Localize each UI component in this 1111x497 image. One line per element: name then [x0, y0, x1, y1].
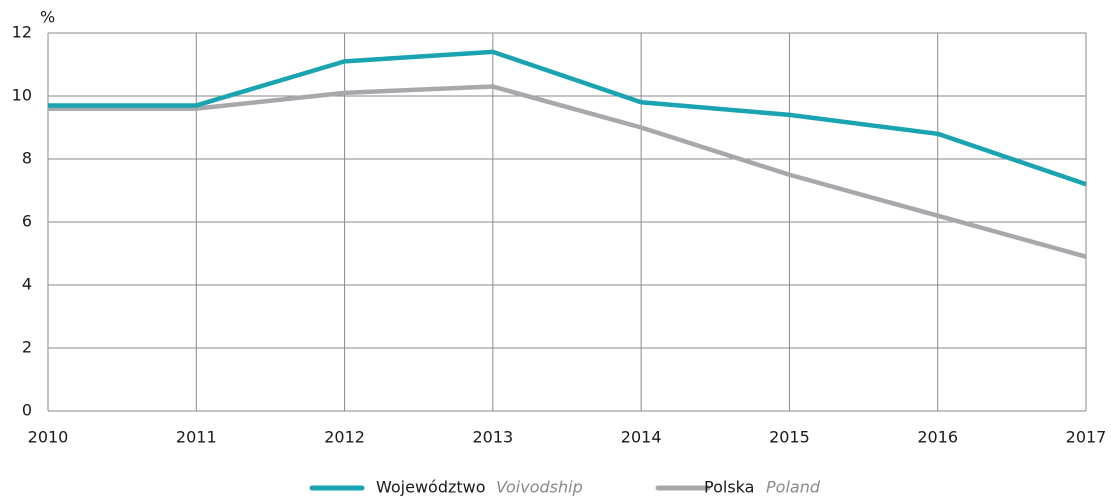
x-tick-label: 2014 [621, 428, 662, 447]
y-tick-label: 4 [22, 275, 32, 294]
x-tick-label: 2015 [769, 428, 810, 447]
legend-label: Województwo [376, 478, 486, 497]
y-tick-label: 6 [22, 212, 32, 231]
y-tick-label: 10 [12, 86, 32, 105]
y-tick-label: 8 [22, 149, 32, 168]
x-tick-label: 2011 [176, 428, 217, 447]
x-tick-label: 2010 [28, 428, 69, 447]
legend-label-en: Poland [766, 478, 821, 497]
y-tick-label: 0 [22, 401, 32, 420]
x-tick-label: 2012 [324, 428, 365, 447]
y-tick-label: 12 [12, 23, 32, 42]
y-tick-label: 2 [22, 338, 32, 357]
legend-label: Polska [704, 478, 754, 497]
series-line [48, 49, 1087, 187]
x-tick-label: 2013 [472, 428, 513, 447]
x-tick-label: 2016 [917, 428, 958, 447]
legend-label-en: Voivodship [496, 478, 583, 497]
x-tick-label: 2017 [1066, 428, 1107, 447]
y-unit: % [40, 8, 55, 27]
series-line [48, 84, 1087, 259]
